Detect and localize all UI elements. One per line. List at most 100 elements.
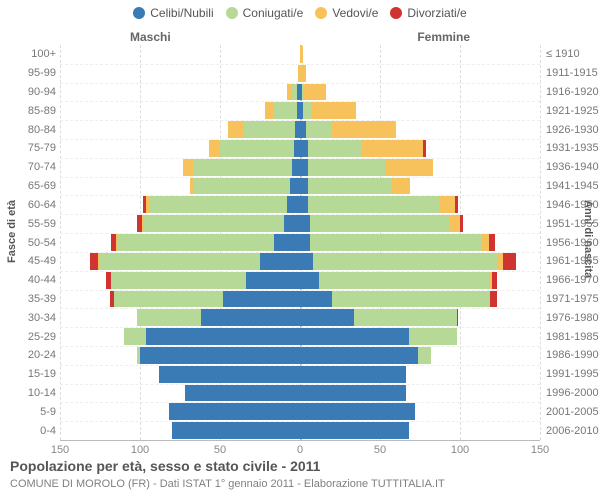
- bar-segment-divorziati: [143, 196, 146, 213]
- bar-segment-coniugati: [137, 347, 140, 364]
- bar-segment-vedovi: [146, 196, 149, 213]
- chart-title: Popolazione per età, sesso e stato civil…: [10, 458, 320, 474]
- bar-segment-coniugati: [308, 178, 391, 195]
- bar-segment-celibi: [292, 159, 300, 176]
- bar-segment-coniugati: [306, 121, 332, 138]
- pyramid-row: [60, 346, 540, 365]
- bar-segment-coniugati: [310, 215, 451, 232]
- bar-segment-vedovi: [116, 234, 118, 251]
- bar-segment-celibi: [300, 347, 418, 364]
- legend-item: Divorziati/e: [390, 6, 466, 20]
- pyramid-row: [60, 120, 540, 139]
- bar-segment-celibi: [223, 291, 300, 308]
- age-label: 75-79: [20, 143, 56, 154]
- birth-year-label: 1976-1980: [546, 313, 599, 324]
- legend-item: Coniugati/e: [226, 6, 304, 20]
- age-label: 15-19: [20, 369, 56, 380]
- bar-segment-vedovi: [142, 215, 144, 232]
- male-half: [60, 327, 300, 346]
- birth-year-label: 2001-2005: [546, 407, 599, 418]
- female-half: [300, 308, 540, 327]
- bar-segment-vedovi: [362, 140, 423, 157]
- birth-year-label: 1956-1960: [546, 238, 599, 249]
- bar-segment-celibi: [300, 253, 313, 270]
- bar-segment-vedovi: [391, 178, 410, 195]
- bar-segment-celibi: [300, 403, 415, 420]
- bar-segment-vedovi: [332, 121, 396, 138]
- age-label: 45-49: [20, 256, 56, 267]
- legend-swatch: [133, 7, 145, 19]
- bar-segment-celibi: [300, 215, 310, 232]
- bar-segment-vedovi: [385, 159, 433, 176]
- x-tick-label: 0: [297, 444, 303, 456]
- bar-segment-coniugati: [332, 291, 489, 308]
- bar-segment-vedovi: [265, 102, 275, 119]
- bar-segment-celibi: [300, 366, 406, 383]
- bar-segment-coniugati: [143, 215, 284, 232]
- birth-year-label: 1926-1930: [546, 125, 599, 136]
- birth-year-label: 1931-1935: [546, 143, 599, 154]
- birth-year-label: ≤ 1910: [546, 49, 580, 60]
- bar-segment-coniugati: [137, 309, 201, 326]
- female-half: [300, 327, 540, 346]
- male-half: [60, 233, 300, 252]
- female-half: [300, 195, 540, 214]
- bar-segment-coniugati: [409, 328, 457, 345]
- bar-segment-vedovi: [98, 253, 100, 270]
- bar-segment-divorziati: [503, 253, 516, 270]
- birth-year-label: 1951-1955: [546, 219, 599, 230]
- pyramid-row: [60, 327, 540, 346]
- bar-segment-vedovi: [300, 46, 303, 63]
- pyramid-row: [60, 365, 540, 384]
- age-label: 0-4: [20, 426, 56, 437]
- age-label: 100+: [20, 49, 56, 60]
- female-half: [300, 120, 540, 139]
- pyramid-row: [60, 402, 540, 421]
- pyramid-row: [60, 64, 540, 83]
- bar-segment-coniugati: [124, 328, 146, 345]
- bar-segment-coniugati: [308, 159, 385, 176]
- bar-segment-celibi: [300, 159, 308, 176]
- age-label: 95-99: [20, 68, 56, 79]
- birth-year-label: 1916-1920: [546, 87, 599, 98]
- age-label: 80-84: [20, 125, 56, 136]
- bar-segment-celibi: [290, 178, 300, 195]
- bar-segment-coniugati: [308, 140, 362, 157]
- birth-year-label: 1996-2000: [546, 388, 599, 399]
- male-half: [60, 346, 300, 365]
- bar-segment-vedovi: [303, 84, 325, 101]
- female-half: [300, 252, 540, 271]
- bar-segment-coniugati: [418, 347, 431, 364]
- female-half: [300, 365, 540, 384]
- male-half: [60, 290, 300, 309]
- female-half: [300, 158, 540, 177]
- bar-segment-vedovi: [300, 65, 306, 82]
- birth-year-label: 1966-1970: [546, 275, 599, 286]
- birth-year-label: 1941-1945: [546, 181, 599, 192]
- female-half: [300, 402, 540, 421]
- female-half: [300, 214, 540, 233]
- bar-segment-divorziati: [90, 253, 98, 270]
- bar-segment-celibi: [300, 385, 406, 402]
- male-half: [60, 120, 300, 139]
- female-half: [300, 421, 540, 440]
- bar-segment-celibi: [287, 196, 300, 213]
- legend-item: Vedovi/e: [315, 6, 378, 20]
- birth-year-label: 1936-1940: [546, 162, 599, 173]
- legend-swatch: [390, 7, 402, 19]
- age-label: 20-24: [20, 350, 56, 361]
- male-half: [60, 83, 300, 102]
- pyramid-row: [60, 233, 540, 252]
- bar-segment-celibi: [185, 385, 300, 402]
- pyramid-row: [60, 158, 540, 177]
- legend-swatch: [315, 7, 327, 19]
- x-tick-label: 50: [374, 444, 386, 456]
- bar-segment-divorziati: [111, 234, 116, 251]
- female-half: [300, 290, 540, 309]
- bar-segment-celibi: [300, 328, 409, 345]
- male-half: [60, 177, 300, 196]
- male-half: [60, 308, 300, 327]
- birth-year-label: 2006-2010: [546, 426, 599, 437]
- male-half: [60, 45, 300, 64]
- sex-header-male: Maschi: [130, 30, 171, 44]
